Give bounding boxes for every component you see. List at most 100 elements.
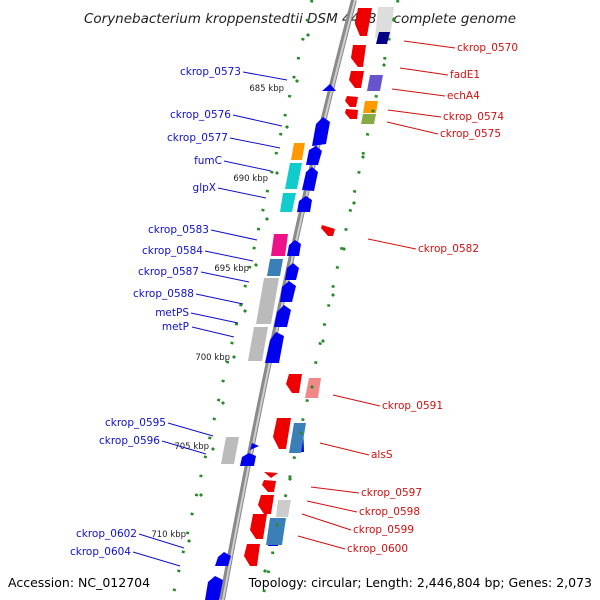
gene-label: ckrop_0599: [353, 524, 414, 536]
gene-ckrop-0598-arrow: [258, 495, 274, 514]
gene-label: ckrop_0604: [70, 546, 131, 558]
kbp-label: 705 kbp: [174, 442, 209, 452]
gene-label: ckrop_0600: [347, 543, 408, 555]
gene-ckrop-0574-arrow: [345, 96, 358, 107]
outer-tick: [198, 492, 204, 498]
outer-tick: [298, 430, 304, 436]
gene-metp-arrow: [265, 332, 284, 363]
gene-label: ckrop_0596: [99, 435, 160, 447]
gene-ckrop-0597-small: [264, 472, 278, 478]
gene-label: alsS: [371, 449, 393, 461]
gene-label: fadE1: [450, 69, 480, 81]
box-glpx: [280, 193, 296, 212]
outer-tick: [274, 170, 280, 176]
gene-label: glpX: [193, 182, 216, 194]
box-fumc: [285, 163, 302, 189]
map-title: Corynebacterium kroppenstedtii DSM 44385…: [84, 11, 516, 27]
gene-ckrop-0582-arrow: [321, 225, 335, 236]
box-ckrop-0577: [291, 143, 305, 160]
gene-label: ckrop_0591: [382, 400, 443, 412]
right-leader-lines: [297, 40, 456, 550]
gene-label: ckrop_0573: [180, 66, 241, 78]
outer-tick: [262, 568, 268, 574]
box-ckrop-0575: [361, 114, 376, 124]
gene-label: ckrop_0588: [133, 288, 194, 300]
gene-ckrop-0570-arrow: [355, 8, 372, 36]
gene-glpx-arrow: [297, 196, 312, 212]
kbp-label: 695 kbp: [214, 264, 249, 274]
gene-ckrop-0573-arrow: [322, 84, 336, 91]
box-ckrop-0598: [276, 500, 291, 517]
reverse-strand-genes: [244, 8, 372, 566]
box-ckrop-0587: [256, 278, 279, 324]
accession-text: Accession: NC_012704: [8, 575, 150, 590]
outer-tick: [370, 108, 376, 114]
topology-text: Topology: circular; Length: 2,446,804 bp…: [248, 575, 592, 590]
left-gene-labels: ckrop_0573 ckrop_0576 ckrop_0577 fumC gl…: [70, 66, 241, 558]
outer-tick: [186, 538, 192, 544]
gene-ckrop-0595-arrow: [250, 443, 259, 450]
gene-label: ckrop_0577: [167, 132, 228, 144]
box-ckrop-0583: [271, 234, 288, 256]
outer-tick: [360, 154, 366, 160]
gene-label: ckrop_0575: [440, 128, 501, 140]
gene-label: ckrop_0597: [361, 487, 422, 499]
outer-tick: [242, 308, 248, 314]
outer-tick: [294, 78, 300, 84]
gene-fade1-arrow: [351, 45, 366, 67]
gene-label: ckrop_0598: [359, 506, 420, 518]
outer-tick: [264, 216, 270, 222]
box-ckrop-0584: [267, 259, 283, 276]
outer-tick: [391, 16, 397, 22]
box-ckrop-0570-grey: [375, 7, 394, 38]
outer-tick: [381, 62, 387, 68]
gene-label: ckrop_0583: [148, 224, 209, 236]
gene-ckrop-0591-arrow: [286, 374, 302, 393]
gene-ckrop-0604-arrow: [205, 576, 223, 600]
gene-ckrop-0602-arrow: [215, 552, 231, 566]
box-ckrop-0596: [221, 437, 239, 464]
outer-tick: [274, 522, 280, 528]
outer-tick: [309, 384, 315, 390]
box-alss: [289, 423, 306, 453]
kbp-label: 690 kbp: [233, 174, 268, 184]
outer-tick: [305, 32, 311, 38]
gene-alss-arrow: [273, 418, 291, 449]
outer-tick: [330, 292, 336, 298]
gene-ckrop-0596-arrow: [240, 453, 256, 466]
outer-tick: [253, 262, 259, 268]
gene-label: ckrop_0576: [170, 109, 231, 121]
gene-label: metPS: [155, 307, 189, 319]
feature-boxes: [221, 7, 394, 545]
outer-tick: [284, 124, 290, 130]
gene-label: fumC: [194, 155, 222, 167]
gene-label: ckrop_0587: [138, 266, 199, 278]
outer-tick: [320, 338, 326, 344]
box-metp: [248, 327, 268, 361]
gene-ckrop-0576-arrow: [312, 117, 330, 146]
gene-ckrop-0575-arrow: [345, 109, 358, 119]
backbone-highlight: [222, 0, 356, 600]
gene-ckrop-0597-arrow: [262, 480, 276, 492]
gene-label: metP: [162, 321, 189, 333]
gene-ckrop-0599-arrow: [250, 514, 267, 539]
gene-label: ckrop_0574: [443, 111, 504, 123]
outer-tick: [231, 354, 237, 360]
outer-tick: [341, 246, 347, 252]
gene-ckrop-0588-arrow: [274, 305, 291, 327]
genome-backbone: [219, 0, 357, 600]
box-echa4: [367, 75, 383, 91]
gene-ckrop-0587-arrow: [280, 281, 296, 302]
gene-ckrop-0584-arrow: [285, 263, 299, 280]
gene-label: ckrop_0584: [142, 245, 203, 257]
gene-label: ckrop_0570: [457, 42, 518, 54]
gene-ckrop-0577-arrow: [306, 146, 322, 165]
outer-ticks: [186, 16, 397, 574]
kbp-label: 685 kbp: [249, 84, 284, 94]
box-ckrop-0574: [363, 101, 378, 113]
gene-label: ckrop_0582: [418, 243, 479, 255]
outer-tick: [287, 476, 293, 482]
gene-label: echA4: [447, 90, 480, 102]
